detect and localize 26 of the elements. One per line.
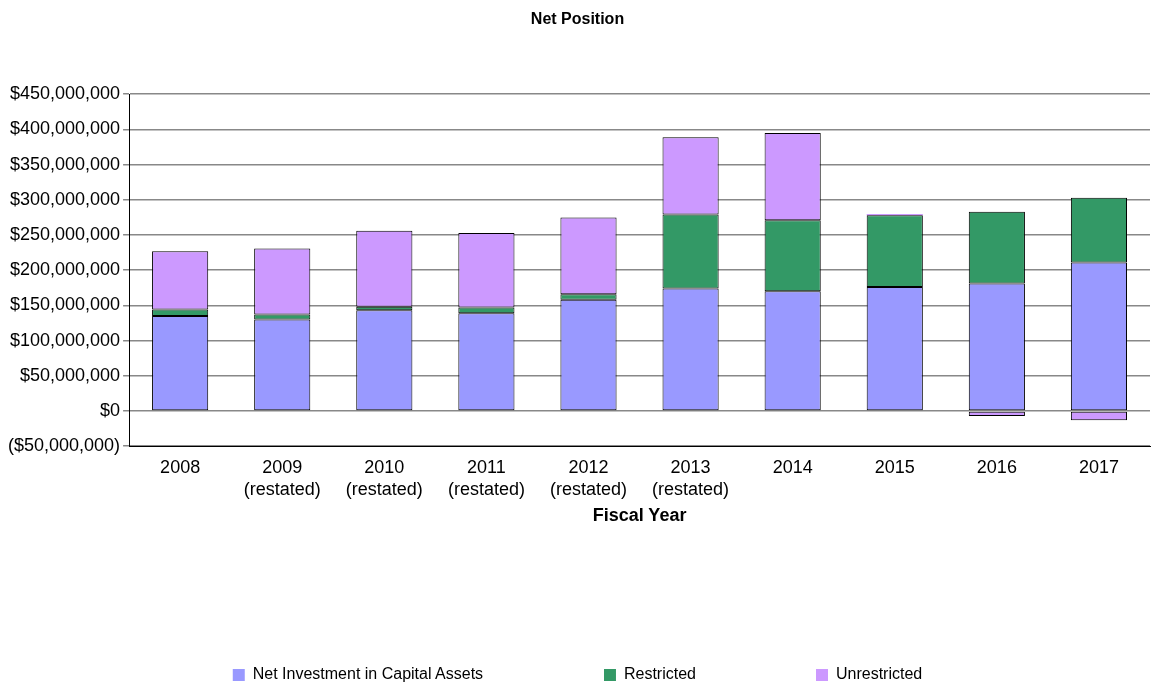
y-tick-label: $450,000,000 — [9, 83, 121, 104]
x-tick-label: 2014 — [772, 456, 813, 477]
y-tick-label: $200,000,000 — [9, 259, 121, 280]
legend-label: Net Investment in Capital Assets — [252, 665, 484, 683]
x-tick-label: 2011 (restated) — [447, 456, 525, 499]
x-axis-title: Fiscal Year — [592, 505, 687, 526]
legend-label: Restricted — [623, 665, 696, 683]
y-tick-label: $100,000,000 — [9, 329, 121, 350]
x-tick-label: 2009 (restated) — [243, 456, 321, 499]
y-tick-label: $250,000,000 — [9, 223, 121, 244]
y-tick-label: ($50,000,000) — [7, 435, 121, 456]
y-tick-label: $150,000,000 — [9, 294, 121, 315]
y-tick-label: $300,000,000 — [9, 188, 121, 209]
x-tick-label: 2010 (restated) — [345, 456, 423, 499]
chart-title: Net Position — [530, 10, 625, 28]
x-tick-label: 2017 — [1078, 456, 1119, 477]
x-tick-label: 2013 (restated) — [652, 456, 730, 499]
legend-label: Unrestricted — [835, 665, 923, 683]
x-tick-label: 2016 — [976, 456, 1017, 477]
x-tick-label: 2008 — [160, 456, 201, 477]
x-tick-label: 2015 — [874, 456, 915, 477]
x-tick-label: 2012 (restated) — [549, 456, 628, 499]
y-tick-label: $350,000,000 — [9, 153, 121, 174]
y-tick-label: $50,000,000 — [19, 364, 121, 385]
y-tick-label: $0 — [100, 399, 121, 420]
y-tick-label: $400,000,000 — [9, 118, 121, 139]
